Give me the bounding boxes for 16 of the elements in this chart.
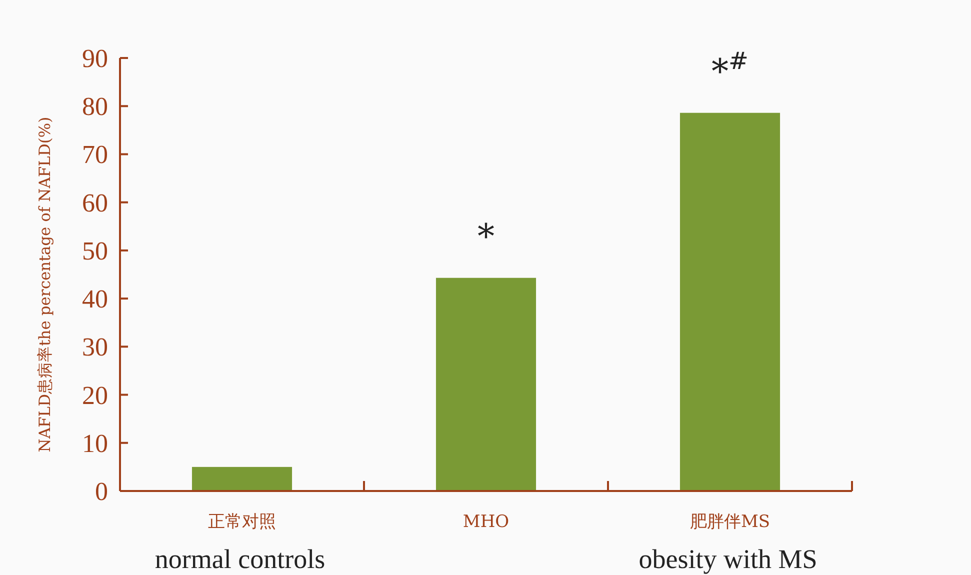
annotation: *$^{#}$	[712, 46, 748, 92]
y-tick-label: 90	[82, 44, 108, 73]
y-tick-label: 10	[82, 428, 108, 458]
x-tick-label: 正常对照 normal controls	[154, 512, 326, 574]
y-tick-label: 80	[82, 92, 108, 122]
y-tick-label: 50	[82, 236, 108, 266]
y-tick-label: 20	[82, 380, 108, 410]
y-tick-label: 30	[82, 332, 108, 362]
y-tick-label: 60	[82, 188, 108, 218]
y-tick-label: 0	[95, 477, 108, 506]
annotation: *	[478, 216, 494, 257]
y-axis-title: NAFLD患病率the percentage of NAFLD(%)	[36, 116, 54, 452]
y-tick-label: 70	[82, 140, 108, 170]
x-tick-label: 肥胖伴MS obesity with MS	[638, 512, 818, 574]
y-tick-label: 40	[82, 284, 108, 314]
x-tick-label: MHO	[462, 512, 510, 532]
